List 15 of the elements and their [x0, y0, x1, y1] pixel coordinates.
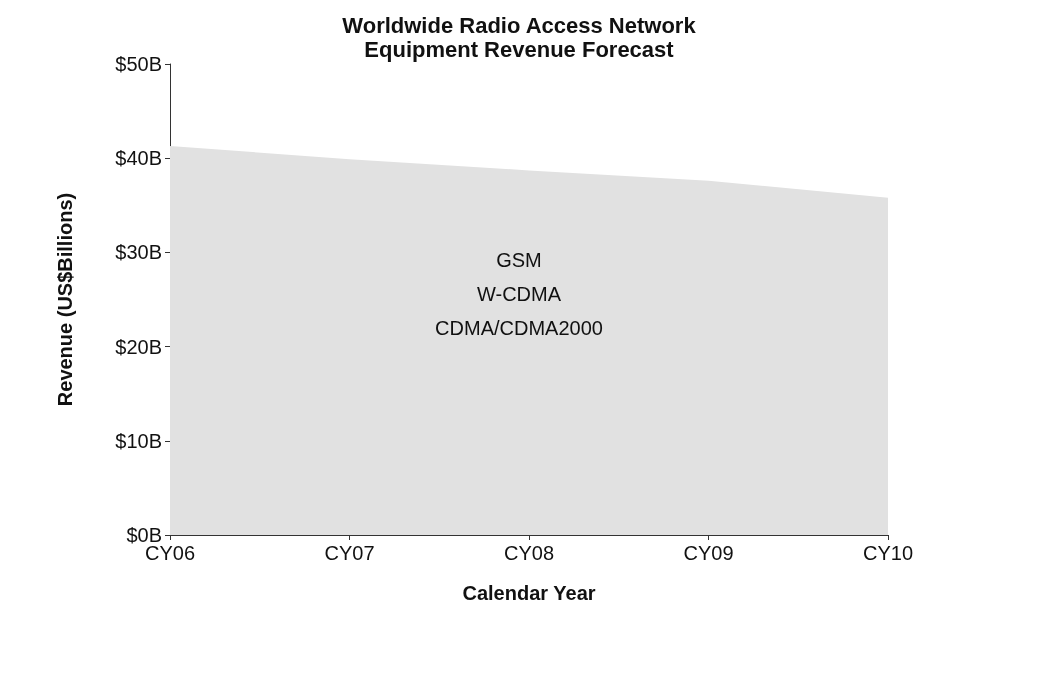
x-tick-label: CY09 — [683, 542, 734, 564]
x-tick-label: CY08 — [503, 542, 555, 564]
y-tick-label: $50B — [115, 53, 162, 75]
annotation: GSM — [496, 249, 542, 271]
y-axis-title: Revenue (US$Billions) — [54, 192, 76, 407]
y-tick-label: $20B — [115, 335, 162, 358]
y-tick-label: $10B — [115, 429, 162, 452]
x-tick-label: CY10 — [862, 542, 914, 564]
chart-title: Worldwide Radio Access Network Equipment Revenue Forecast — [342, 12, 697, 62]
y-tick-label: $40B — [115, 147, 162, 170]
x-axis-title: Calendar Year — [462, 582, 596, 604]
annotation: W-CDMA — [476, 283, 562, 305]
annotation: CDMA/CDMA2000 — [435, 317, 603, 339]
x-tick-label: CY07 — [324, 542, 375, 564]
y-tick-label: $30B — [115, 241, 162, 264]
